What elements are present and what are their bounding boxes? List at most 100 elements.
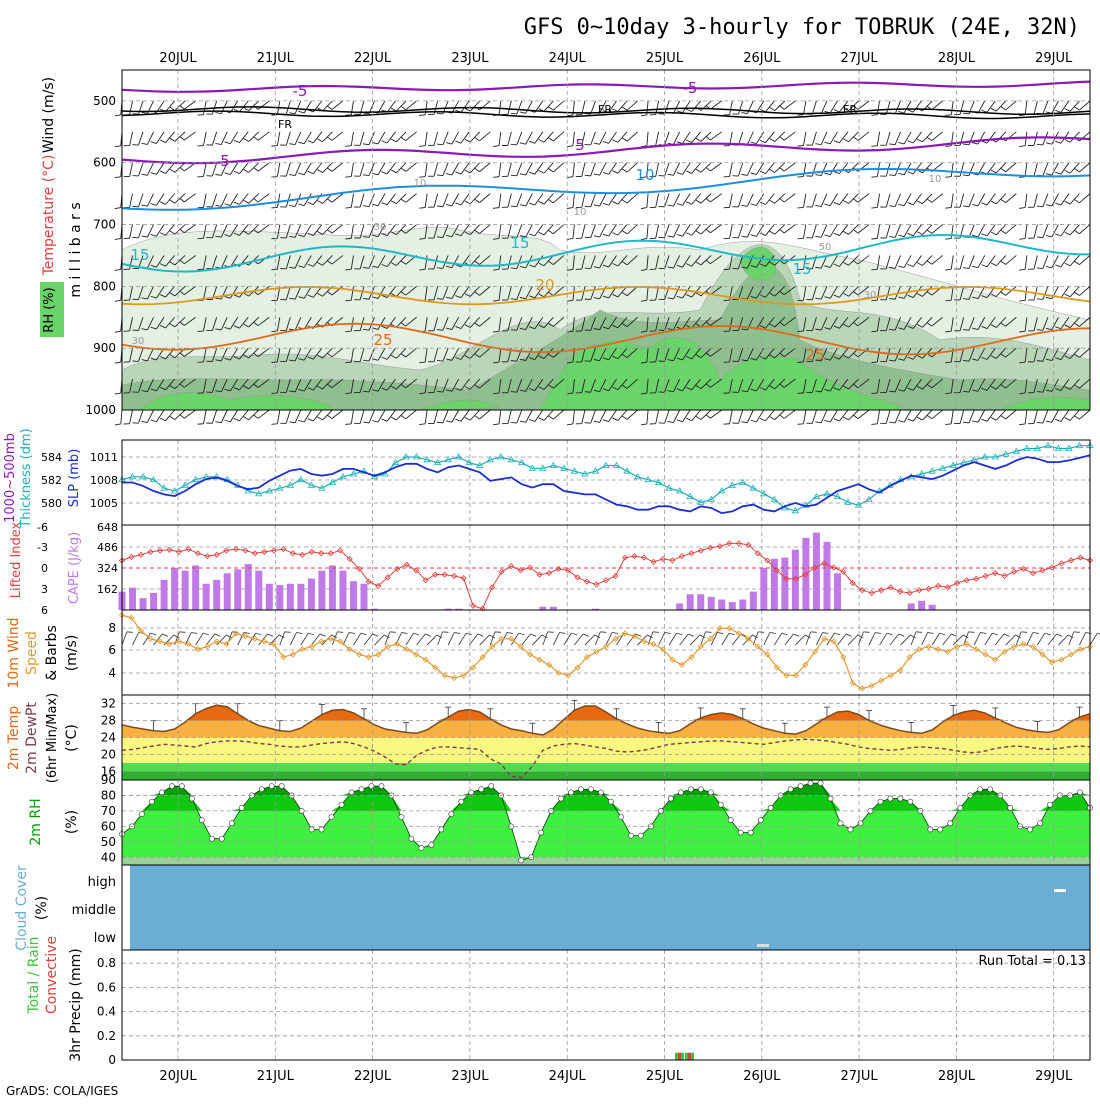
wind-barb bbox=[289, 422, 295, 423]
wind-barb bbox=[683, 225, 691, 237]
wind-barb bbox=[258, 132, 269, 140]
wind-barb bbox=[204, 194, 207, 208]
wind-barb bbox=[215, 422, 221, 423]
wind-barb bbox=[871, 269, 877, 270]
wind-barb bbox=[351, 132, 353, 146]
rh2m-units: (%) bbox=[64, 810, 80, 834]
wind-barb bbox=[387, 132, 395, 143]
wind-barb bbox=[779, 106, 784, 110]
wind-barb bbox=[511, 361, 517, 362]
cape-bar bbox=[234, 569, 241, 610]
wind-barb bbox=[271, 300, 277, 301]
wind-barb bbox=[963, 113, 969, 114]
wind-barb bbox=[603, 420, 609, 422]
wind-barb bbox=[382, 172, 388, 174]
wind-barb bbox=[858, 101, 869, 110]
contour-label: 20 bbox=[535, 276, 554, 294]
point bbox=[938, 827, 943, 832]
wind-barb bbox=[1079, 225, 1090, 234]
wind-barb bbox=[115, 146, 121, 147]
wind-barb bbox=[499, 132, 501, 146]
wind-barb bbox=[1065, 294, 1070, 297]
wind-barb bbox=[327, 137, 332, 141]
wind-barb bbox=[766, 163, 775, 174]
wind-barb bbox=[932, 633, 939, 645]
wind-barb bbox=[480, 635, 490, 645]
wind-barb bbox=[529, 234, 535, 236]
wind-barb bbox=[886, 255, 890, 268]
wind-barb bbox=[963, 175, 969, 176]
y-tick-label: 700 bbox=[93, 218, 116, 232]
wind-barb bbox=[839, 410, 848, 421]
point bbox=[239, 805, 244, 810]
wind-barb bbox=[770, 108, 775, 111]
point bbox=[139, 811, 144, 816]
y-tick-label: 800 bbox=[93, 279, 116, 293]
wind-barb bbox=[345, 424, 351, 425]
wind-barb bbox=[351, 410, 353, 424]
wind-barb bbox=[361, 633, 367, 635]
wind-barb bbox=[641, 115, 647, 116]
wind-barb bbox=[898, 266, 904, 268]
wind-barb bbox=[127, 632, 133, 633]
wind-barb bbox=[142, 174, 148, 175]
wind-barb bbox=[1019, 424, 1025, 425]
point bbox=[628, 833, 633, 838]
wind-barb bbox=[669, 633, 676, 645]
wind-barb bbox=[401, 415, 406, 419]
wind-barb bbox=[945, 146, 951, 147]
wind-barb bbox=[784, 410, 795, 418]
point bbox=[878, 799, 883, 804]
precip-axis-label: 3hr Precip (mm) bbox=[68, 948, 84, 1061]
wind-barb bbox=[846, 634, 852, 636]
wind-barb bbox=[401, 168, 406, 172]
wind-barb bbox=[258, 163, 269, 171]
wind-barb bbox=[960, 410, 964, 424]
wind-barb bbox=[1006, 101, 1017, 110]
wind-barb bbox=[446, 143, 452, 144]
wind-barb bbox=[308, 633, 314, 635]
run-total-label: Run Total = 0.13 bbox=[978, 954, 1086, 969]
wind-barb bbox=[798, 424, 804, 425]
point bbox=[808, 780, 813, 785]
wind-barb bbox=[1048, 634, 1057, 645]
wind-barb bbox=[917, 417, 922, 420]
cape-bar bbox=[318, 571, 325, 610]
point bbox=[399, 814, 404, 819]
wind-barb bbox=[345, 146, 351, 147]
wind-barb bbox=[499, 163, 501, 177]
wind-barb bbox=[567, 208, 573, 209]
wind-barb bbox=[834, 171, 840, 173]
wind-barb bbox=[1034, 163, 1037, 177]
wind-barb bbox=[289, 144, 295, 145]
wind-barb bbox=[1004, 634, 1010, 636]
point bbox=[1047, 802, 1052, 807]
wind-barb bbox=[1074, 292, 1079, 295]
date-label-top: 26JUL bbox=[743, 51, 781, 66]
wind-barb bbox=[972, 266, 978, 267]
wind-barb bbox=[332, 225, 343, 234]
wind-barb bbox=[622, 231, 627, 234]
wind-barb bbox=[544, 101, 553, 111]
point bbox=[568, 790, 573, 795]
wind-barb bbox=[1019, 146, 1025, 147]
rh-area-dark bbox=[122, 783, 1090, 795]
wind-barb bbox=[401, 137, 406, 141]
wind-barb bbox=[115, 208, 121, 209]
contour-label: 50 bbox=[819, 242, 832, 253]
wind-barb bbox=[932, 255, 943, 264]
wind-barb bbox=[871, 146, 877, 147]
wind-barb bbox=[1046, 421, 1052, 422]
wind-barb bbox=[277, 410, 279, 424]
wind-barb bbox=[259, 634, 268, 645]
wind-barb bbox=[256, 633, 262, 635]
wind-barb bbox=[387, 194, 395, 205]
wind-barb bbox=[677, 633, 683, 635]
point bbox=[818, 780, 823, 785]
wind-barb bbox=[811, 632, 817, 633]
wind-barb bbox=[1019, 300, 1025, 301]
wind-barb bbox=[834, 633, 840, 635]
wind-barb bbox=[798, 238, 804, 239]
slp-tick: 1005 bbox=[90, 497, 118, 510]
precip-conv-bar bbox=[678, 1053, 681, 1060]
